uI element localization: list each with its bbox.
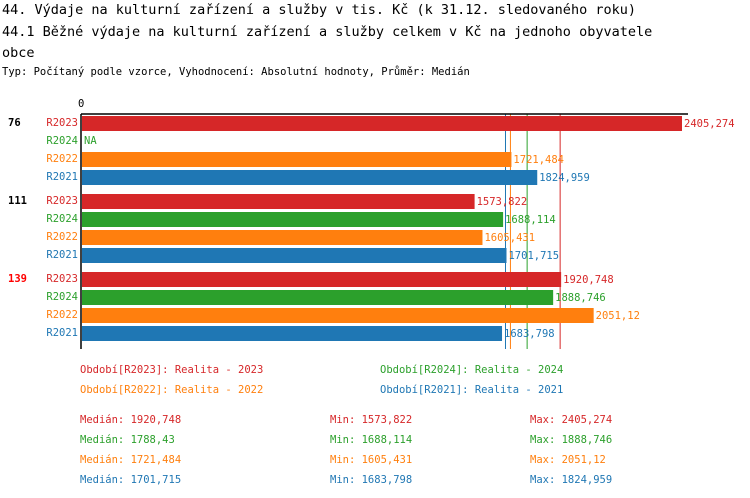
bar-R2021 — [82, 326, 503, 341]
bar-R2024 — [82, 290, 554, 305]
legend-entry: Období[R2023]: Realita - 2023 — [80, 364, 263, 376]
bar-R2023 — [82, 116, 682, 131]
bar-R2022 — [82, 308, 594, 323]
stat-min: Min: 1605,431 — [330, 454, 412, 466]
series-label: R2023 — [46, 117, 78, 129]
series-label: R2023 — [46, 195, 78, 207]
series-label: R2022 — [46, 231, 78, 243]
chart-subtitle: Typ: Počítaný podle vzorce, Vyhodnocení:… — [2, 66, 470, 78]
stat-max: Max: 2405,274 — [530, 414, 612, 426]
bar-R2021 — [82, 170, 538, 185]
stat-min: Min: 1573,822 — [330, 414, 412, 426]
series-label: R2022 — [46, 309, 78, 321]
bar-R2022 — [82, 152, 512, 167]
series-label: R2024 — [46, 213, 78, 225]
stat-min: Min: 1688,114 — [330, 434, 412, 446]
stat-median: Medián: 1788,43 — [80, 434, 175, 446]
chart-title-line3: obce — [2, 45, 35, 61]
legend-entry: Období[R2024]: Realita - 2024 — [380, 364, 563, 376]
stat-min: Min: 1683,798 — [330, 474, 412, 486]
stat-median: Medián: 1920,748 — [80, 414, 181, 426]
chart-title: 44. Výdaje na kulturní zařízení a služby… — [2, 2, 636, 18]
data-label: 2405,274 — [684, 118, 735, 130]
group-label: 111 — [8, 195, 27, 207]
group-label: 76 — [8, 117, 21, 129]
series-label: R2022 — [46, 153, 78, 165]
series-label: R2021 — [46, 249, 78, 261]
legend-entry: Období[R2021]: Realita - 2021 — [380, 384, 563, 396]
bar-R2021 — [82, 248, 507, 263]
data-label: 1888,746 — [555, 292, 606, 304]
bar-R2024 — [82, 212, 504, 227]
series-label: R2021 — [46, 171, 78, 183]
data-label: NA — [84, 135, 97, 147]
group-label: 139 — [8, 273, 27, 285]
series-label: R2023 — [46, 273, 78, 285]
data-label: 1573,822 — [477, 196, 528, 208]
bar-R2023 — [82, 272, 562, 287]
bar-R2023 — [82, 194, 475, 209]
data-label: 1920,748 — [563, 274, 614, 286]
x-tick-label: 0 — [78, 98, 84, 110]
stat-median: Medián: 1721,484 — [80, 454, 181, 466]
bar-R2022 — [82, 230, 483, 245]
stat-max: Max: 2051,12 — [530, 454, 606, 466]
series-label: R2024 — [46, 135, 78, 147]
stat-max: Max: 1824,959 — [530, 474, 612, 486]
series-label: R2021 — [46, 327, 78, 339]
data-label: 1605,431 — [484, 232, 535, 244]
series-label: R2024 — [46, 291, 78, 303]
data-label: 1824,959 — [539, 172, 590, 184]
data-label: 1701,715 — [508, 250, 559, 262]
chart-title-line2: 44.1 Běžné výdaje na kulturní zařízení a… — [2, 24, 653, 40]
stat-max: Max: 1888,746 — [530, 434, 612, 446]
stat-median: Medián: 1701,715 — [80, 474, 181, 486]
data-label: 1688,114 — [505, 214, 556, 226]
data-label: 2051,12 — [596, 310, 640, 322]
data-label: 1721,484 — [513, 154, 564, 166]
legend-entry: Období[R2022]: Realita - 2022 — [80, 384, 263, 396]
data-label: 1683,798 — [504, 328, 555, 340]
